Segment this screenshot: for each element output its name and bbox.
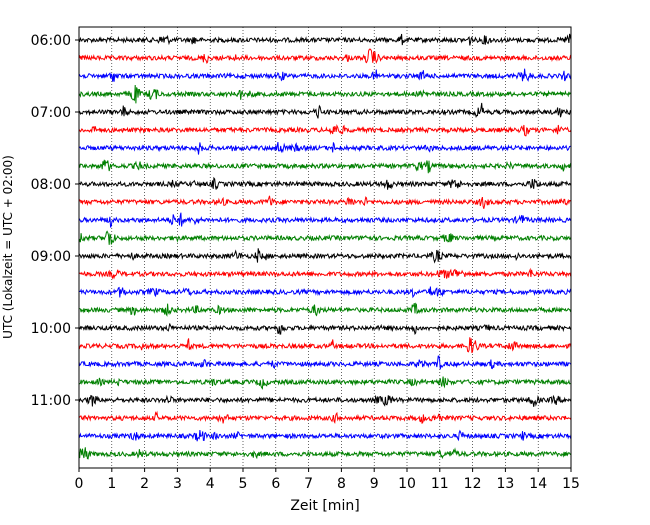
trace-07:30 [78,142,572,155]
x-tick-label-0: 0 [75,476,84,492]
y-tick-label-06:00: 06:00 [31,33,71,49]
trace-11:15 [79,410,572,425]
trace-06:45 [78,84,572,104]
x-tick-label-9: 9 [370,476,379,492]
x-tick-label-7: 7 [304,476,313,492]
trace-09:30 [78,286,572,299]
trace-07:00 [78,102,572,119]
x-axis: 0 1 2 3 4 5 6 7 8 9 10 11 12 13 14 15 [75,468,580,492]
trace-08:00 [78,176,572,190]
y-tick-label-11:00: 11:00 [31,393,71,409]
trace-11:30 [78,429,572,442]
trace-10:45 [78,376,572,390]
trace-07:45 [78,159,572,174]
x-tick-label-3: 3 [173,476,182,492]
x-tick-label-4: 4 [206,476,215,492]
trace-06:15 [78,48,572,65]
y-axis: 06:00 07:00 08:00 09:00 10:00 11:00 [31,33,79,409]
y-tick-label-07:00: 07:00 [31,105,71,121]
x-tick-label-14: 14 [529,476,547,492]
trace-08:45 [78,230,572,245]
x-tick-label-15: 15 [562,476,580,492]
trace-06:00 [78,33,572,46]
x-tick-label-10: 10 [398,476,416,492]
y-tick-label-09:00: 09:00 [31,249,71,265]
y-axis-label: UTC (Lokalzeit = UTC + 02:00) [1,155,15,339]
x-tick-label-12: 12 [464,476,482,492]
trace-11:45 [78,447,572,460]
y-tick-label-08:00: 08:00 [31,177,71,193]
trace-10:30 [78,355,572,370]
trace-11:00 [78,394,572,407]
trace-09:15 [78,267,572,280]
trace-10:00 [78,323,572,335]
trace-08:15 [78,195,572,209]
x-tick-label-6: 6 [271,476,280,492]
trace-09:00 [78,248,572,264]
y-tick-label-10:00: 10:00 [31,321,71,337]
x-tick-label-8: 8 [337,476,346,492]
trace-08:30 [78,212,572,228]
x-tick-label-1: 1 [107,476,116,492]
x-tick-label-13: 13 [496,476,514,492]
plot-frame [78,26,572,469]
trace-10:15 [78,337,572,354]
x-tick-label-5: 5 [239,476,248,492]
x-axis-label: Zeit [min] [290,498,359,514]
trace-07:15 [78,123,572,137]
trace-09:45 [78,302,572,317]
x-tick-label-2: 2 [140,476,149,492]
trace-06:30 [78,68,572,82]
x-tick-label-11: 11 [431,476,449,492]
traces [78,33,572,460]
